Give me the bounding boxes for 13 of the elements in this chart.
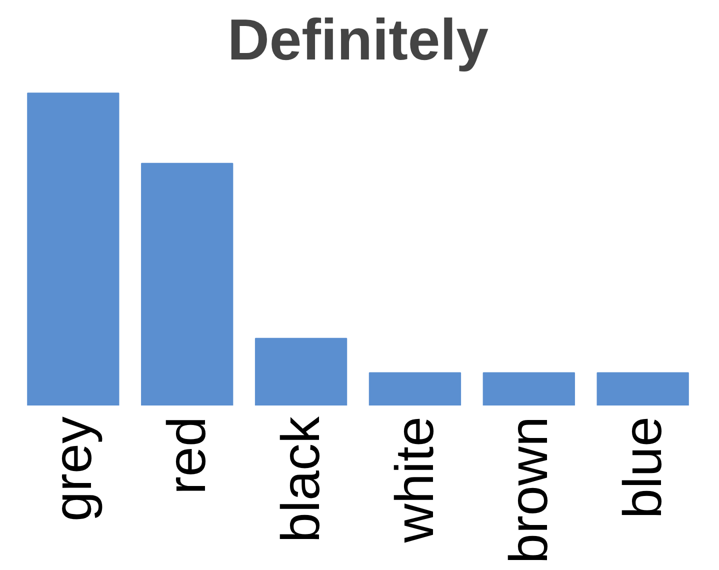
x-tick-label: white [384,416,445,544]
bar [254,338,348,406]
chart-title: Definitely [227,8,489,72]
x-tick-label: grey [43,416,104,522]
x-tick-label: black [271,416,332,543]
x-tick-label: red [157,416,218,495]
bar [27,92,120,406]
bar [596,372,689,406]
x-tick-label: blue [612,416,673,519]
bar [482,372,575,406]
bar [368,372,462,406]
bar [141,162,234,406]
x-tick-label: brown [498,416,559,564]
